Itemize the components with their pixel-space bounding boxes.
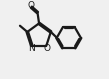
Text: O: O (43, 44, 50, 53)
Text: O: O (27, 1, 34, 10)
Text: N: N (28, 44, 35, 53)
